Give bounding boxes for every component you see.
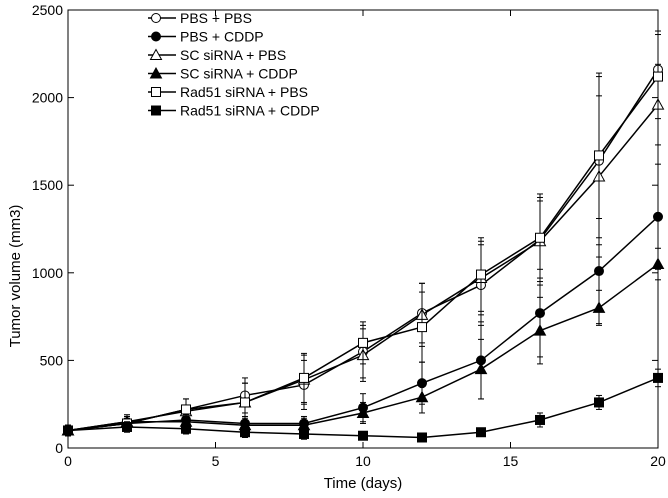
data-point: [651, 257, 665, 270]
y-tick-label: 1000: [32, 265, 63, 281]
y-tick-label: 500: [40, 352, 64, 368]
legend-marker: [149, 48, 163, 60]
legend-marker: [151, 87, 161, 97]
y-tick-label: 0: [55, 440, 63, 456]
series-2: [61, 63, 665, 437]
legend-label: PBS + CDDP: [180, 29, 264, 45]
data-point: [594, 266, 604, 277]
legend-label: Rad51 siRNA + CDDP: [180, 103, 320, 119]
data-point: [181, 404, 191, 415]
data-point: [653, 71, 663, 82]
data-point: [476, 269, 486, 280]
data-point: [240, 397, 250, 408]
x-tick-label: 10: [355, 453, 371, 469]
data-point: [594, 150, 604, 161]
legend-item: Rad51 siRNA + CDDP: [148, 103, 320, 119]
x-tick-label: 20: [650, 453, 666, 469]
x-tick-label: 15: [503, 453, 519, 469]
data-point: [181, 423, 191, 434]
error-bars: [65, 163, 661, 437]
data-point: [240, 427, 250, 438]
legend-marker: [151, 13, 161, 23]
legend-item: SC siRNA + PBS: [148, 47, 286, 63]
data-point: [299, 428, 309, 439]
legend-item: PBS + PBS: [148, 10, 252, 26]
legend-label: SC siRNA + PBS: [180, 47, 286, 63]
data-point: [653, 372, 663, 383]
data-point: [122, 421, 132, 432]
data-point: [417, 432, 427, 443]
x-axis-label: Time (days): [324, 475, 403, 492]
data-point: [299, 372, 309, 383]
data-point: [476, 427, 486, 438]
data-point: [535, 414, 545, 425]
legend-label: SC siRNA + CDDP: [180, 66, 298, 82]
series-group: [61, 30, 665, 443]
data-point: [358, 430, 368, 441]
axes: 0 5 10 15 20 0 500 1000 1500 2000 2500: [32, 2, 666, 469]
legend-marker: [151, 31, 161, 42]
legend-label: PBS + PBS: [180, 10, 252, 26]
y-tick-label: 2500: [32, 2, 63, 18]
data-point: [594, 397, 604, 408]
y-tick-label: 1500: [32, 177, 63, 193]
legend-item: SC siRNA + CDDP: [148, 66, 298, 82]
data-point: [358, 337, 368, 348]
data-point: [63, 425, 73, 436]
data-point: [417, 322, 427, 333]
legend-marker: [151, 105, 161, 116]
legend-item: PBS + CDDP: [148, 29, 264, 45]
data-point: [356, 406, 370, 418]
data-point: [474, 362, 488, 375]
legend-item: Rad51 siRNA + PBS: [148, 84, 308, 100]
x-tick-label: 0: [64, 453, 72, 469]
series-5: [63, 368, 663, 443]
data-point: [535, 232, 545, 243]
data-point: [592, 301, 606, 313]
data-point: [533, 324, 547, 336]
legend-label: Rad51 siRNA + PBS: [180, 84, 308, 100]
data-point: [653, 211, 663, 222]
legend: PBS + PBS PBS + CDDP SC siRNA + PBS SC siRN…: [148, 10, 320, 119]
legend-marker: [149, 66, 163, 79]
y-axis-label: Tumor volume (mm3): [7, 205, 24, 348]
data-point: [415, 390, 429, 403]
y-tick-label: 2000: [32, 90, 63, 106]
error-bars: [65, 63, 661, 437]
x-tick-label: 5: [212, 453, 220, 469]
